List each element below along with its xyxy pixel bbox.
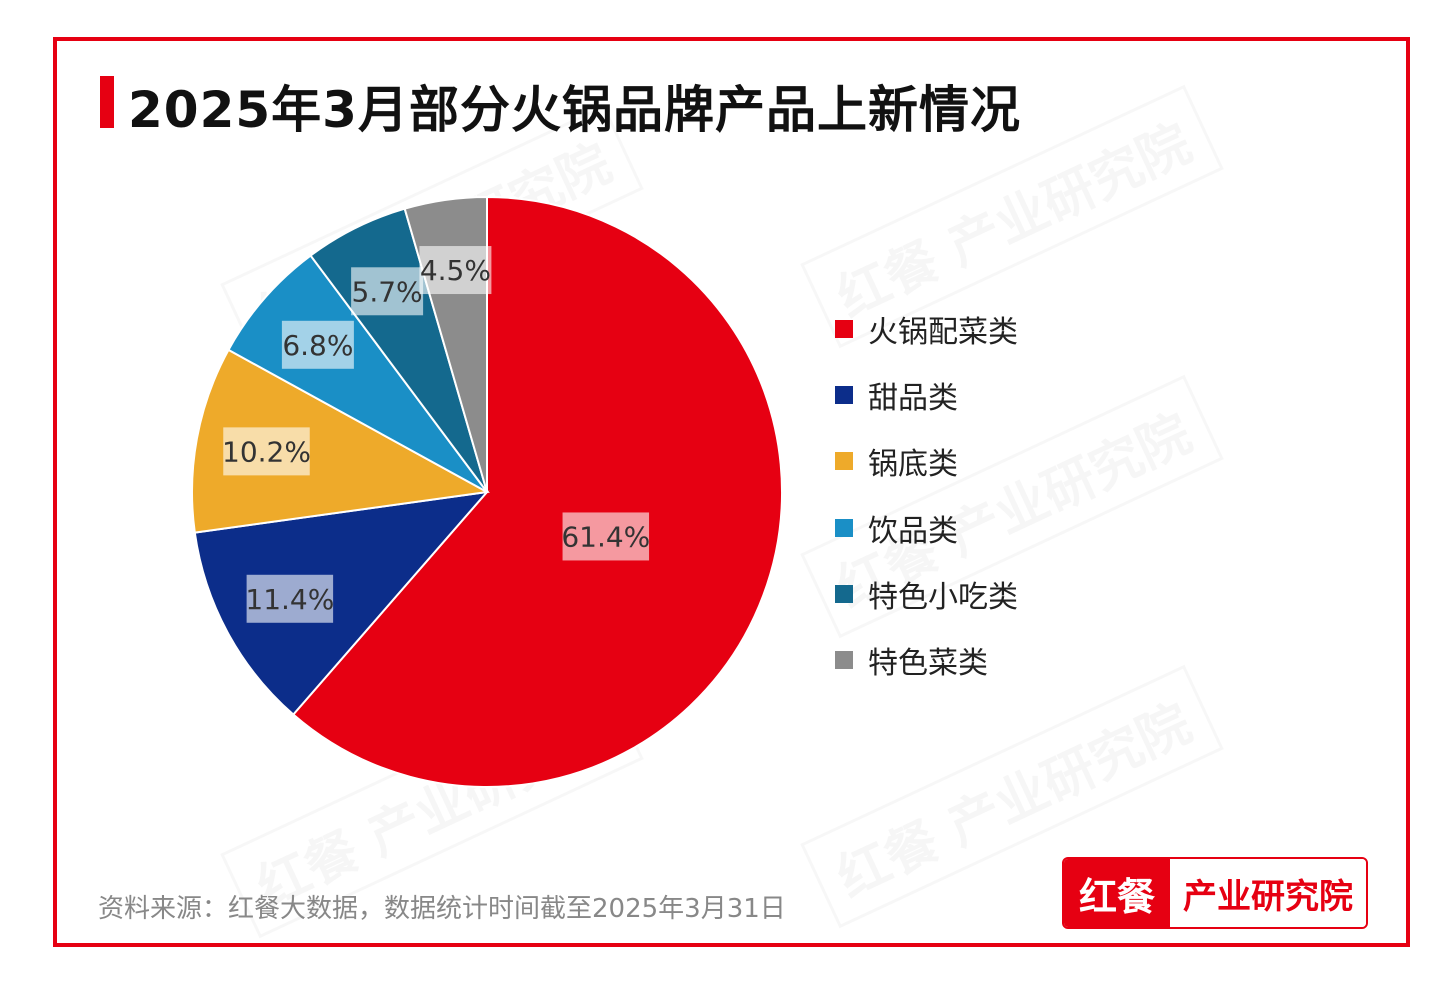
legend-item: 甜品类 [835,362,1018,428]
legend-swatch [835,386,853,405]
data-label-background [351,267,424,316]
data-label-background [246,574,334,623]
data-label-0: 61.4% [561,512,650,561]
data-label-background [562,512,650,561]
legend-item: 饮品类 [835,495,1018,561]
data-label-4: 5.7% [351,267,424,316]
chart-title: 2025年3月部分火锅品牌产品上新情况 [128,81,1021,139]
data-label-5: 4.5% [419,246,492,295]
data-label-text: 5.7% [352,275,423,308]
legend-swatch [835,518,853,537]
legend: 火锅配菜类甜品类锅底类饮品类特色小吃类特色菜类 [835,296,1018,693]
legend-label: 特色菜类 [868,646,988,682]
legend-item: 锅底类 [835,428,1018,494]
title-accent-bar [100,76,114,128]
data-label-background [281,320,354,369]
legend-item: 特色菜类 [835,627,1018,693]
logo-subtitle: 产业研究院 [1170,859,1366,927]
legend-label: 甜品类 [868,381,958,417]
logo: 红餐 产业研究院 [1062,857,1368,929]
legend-swatch [835,584,853,603]
data-label-text: 61.4% [561,520,650,553]
pie-slice-1 [193,490,490,716]
legend-swatch [835,320,853,339]
data-label-text: 10.2% [222,435,311,468]
legend-item: 火锅配菜类 [835,296,1018,362]
legend-label: 饮品类 [868,513,958,549]
legend-label: 锅底类 [868,447,958,483]
data-label-1: 11.4% [245,574,334,623]
data-label-text: 4.5% [420,254,491,287]
pie-slice-0 [291,195,783,788]
data-label-text: 6.8% [282,329,353,362]
legend-item: 特色小吃类 [835,561,1018,627]
chart-frame [53,37,1410,947]
data-label-2: 10.2% [222,427,311,476]
data-label-background [419,246,492,295]
data-label-3: 6.8% [281,320,354,369]
pie-slice-3 [227,254,488,493]
data-label-text: 11.4% [245,583,334,616]
legend-label: 火锅配菜类 [868,315,1018,351]
logo-brand: 红餐 [1064,859,1170,927]
pie-slice-2 [191,348,491,534]
legend-swatch [835,452,853,471]
legend-label: 特色小吃类 [868,579,1018,615]
source-note: 资料来源：红餐大数据，数据统计时间截至2025年3月31日 [98,894,786,924]
data-label-background [223,427,310,476]
legend-swatch [835,651,853,670]
